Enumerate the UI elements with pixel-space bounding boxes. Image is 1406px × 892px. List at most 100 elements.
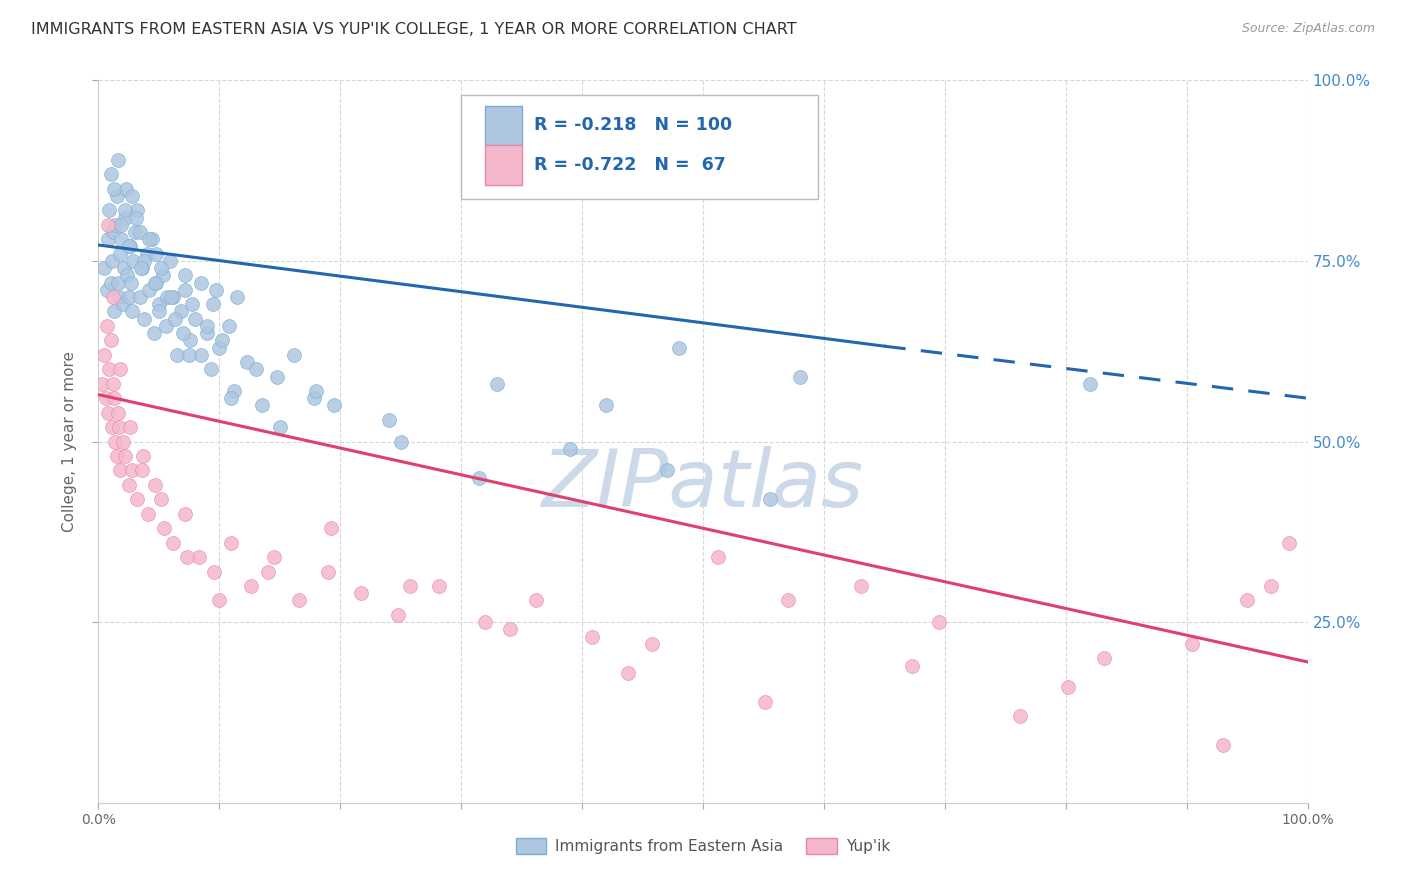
Point — [204, 565, 226, 579]
Point — [108, 246, 131, 260]
Point — [105, 189, 128, 203]
Point — [125, 211, 148, 225]
Point — [190, 276, 212, 290]
Point — [117, 268, 139, 283]
Point — [121, 463, 143, 477]
Point — [176, 550, 198, 565]
Point — [789, 369, 811, 384]
Point — [110, 218, 132, 232]
Point — [138, 232, 160, 246]
Point — [174, 268, 197, 283]
Point — [107, 276, 129, 290]
Point — [110, 232, 132, 246]
Bar — [485, 145, 522, 185]
Point — [114, 203, 136, 218]
Point — [316, 565, 339, 579]
Point — [172, 326, 194, 340]
Point — [93, 261, 115, 276]
Point — [377, 413, 399, 427]
Point — [114, 211, 136, 225]
Point — [208, 341, 231, 355]
Point — [91, 376, 114, 391]
Point — [174, 283, 197, 297]
Point — [107, 153, 129, 167]
Point — [486, 376, 509, 391]
Point — [124, 225, 146, 239]
Point — [211, 334, 233, 348]
Point — [1008, 709, 1031, 723]
Point — [118, 239, 141, 253]
Point — [155, 318, 177, 333]
Point — [93, 348, 115, 362]
Point — [706, 550, 728, 565]
Point — [288, 593, 311, 607]
Point — [239, 579, 262, 593]
Point — [302, 391, 325, 405]
Point — [114, 449, 136, 463]
Point — [111, 434, 134, 449]
Point — [118, 239, 141, 253]
Point — [143, 276, 166, 290]
Point — [118, 478, 141, 492]
Legend: Immigrants from Eastern Asia, Yup'ik: Immigrants from Eastern Asia, Yup'ik — [509, 832, 897, 860]
Point — [128, 225, 150, 239]
Point — [112, 261, 135, 276]
Point — [138, 283, 160, 297]
Point — [269, 420, 291, 434]
Point — [143, 326, 166, 340]
Point — [152, 521, 174, 535]
Text: ZIPatlas: ZIPatlas — [541, 446, 865, 524]
Point — [195, 326, 218, 340]
Point — [100, 167, 122, 181]
Point — [108, 290, 131, 304]
Point — [104, 218, 127, 232]
Point — [127, 492, 149, 507]
Point — [305, 384, 328, 398]
Point — [581, 630, 603, 644]
Point — [468, 470, 491, 484]
Point — [928, 615, 950, 630]
Point — [1180, 637, 1202, 651]
Point — [103, 304, 125, 318]
Point — [236, 355, 259, 369]
Point — [1212, 738, 1234, 752]
Point — [97, 218, 120, 232]
Point — [558, 442, 581, 456]
Point — [758, 492, 780, 507]
Point — [131, 463, 153, 477]
Point — [127, 203, 149, 218]
Point — [389, 434, 412, 449]
Point — [1278, 535, 1301, 549]
Point — [245, 362, 267, 376]
Point — [101, 290, 124, 304]
Point — [429, 579, 451, 593]
Point — [136, 507, 159, 521]
Point — [169, 304, 191, 318]
Point — [498, 623, 520, 637]
Point — [111, 297, 134, 311]
Point — [641, 637, 664, 651]
Point — [152, 268, 174, 283]
Point — [668, 341, 690, 355]
Point — [134, 311, 156, 326]
Point — [399, 579, 422, 593]
Point — [103, 182, 125, 196]
Point — [1078, 376, 1101, 391]
Point — [121, 304, 143, 318]
Point — [141, 232, 163, 246]
Point — [159, 253, 181, 268]
Point — [162, 290, 184, 304]
FancyBboxPatch shape — [461, 95, 818, 200]
Point — [195, 318, 218, 333]
Point — [266, 369, 288, 384]
Point — [221, 391, 243, 405]
Point — [120, 276, 142, 290]
Y-axis label: College, 1 year or more: College, 1 year or more — [62, 351, 77, 532]
Point — [105, 449, 128, 463]
Point — [148, 304, 170, 318]
Point — [118, 420, 141, 434]
Text: IMMIGRANTS FROM EASTERN ASIA VS YUP'IK COLLEGE, 1 YEAR OR MORE CORRELATION CHART: IMMIGRANTS FROM EASTERN ASIA VS YUP'IK C… — [31, 22, 797, 37]
Point — [128, 290, 150, 304]
Point — [145, 276, 167, 290]
Point — [101, 376, 124, 391]
